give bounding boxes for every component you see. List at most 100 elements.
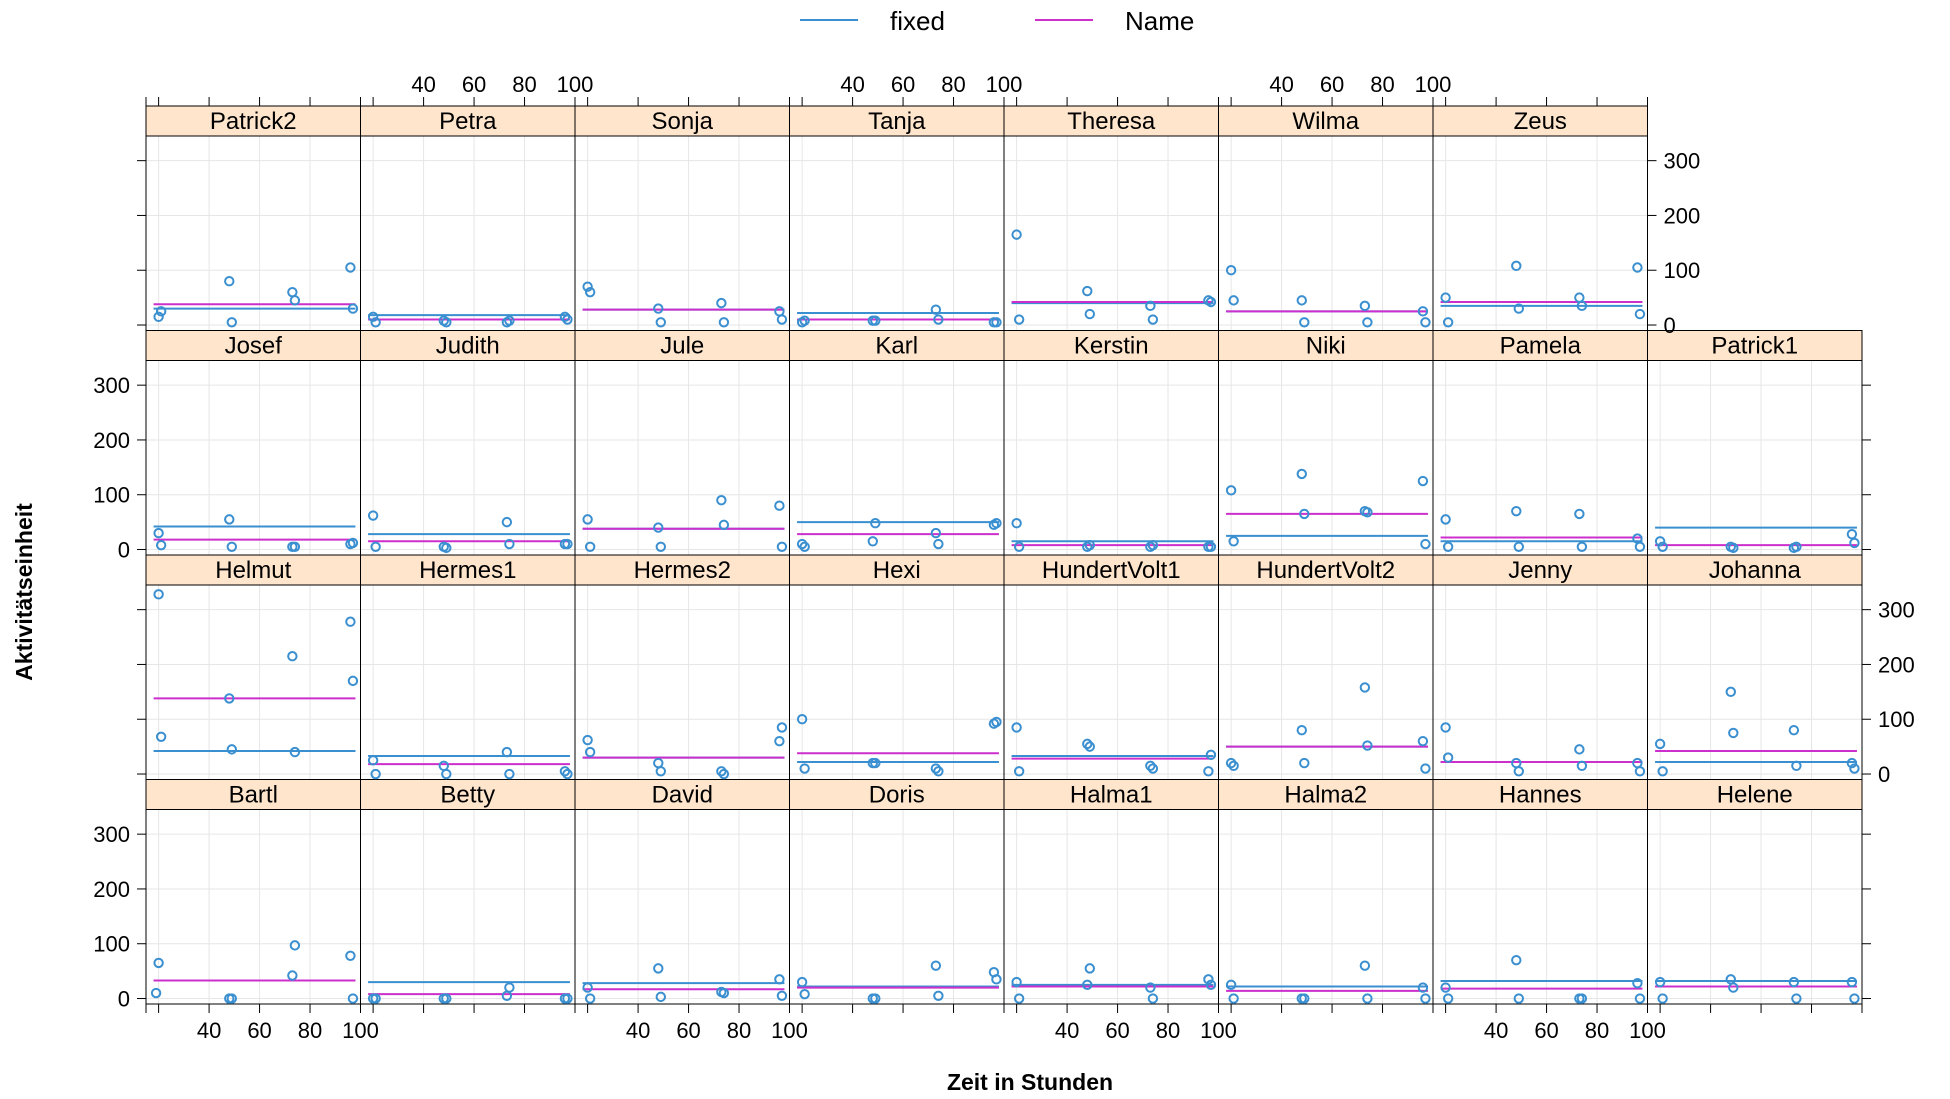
y-tick-label-left: 100 (93, 483, 130, 508)
data-point (933, 990, 944, 1001)
panel-hexi: Hexi (789, 554, 1005, 780)
x-tick-label-top: 100 (557, 72, 594, 97)
data-point (774, 306, 785, 317)
data-point (653, 963, 664, 974)
panel-title: Hannes (1499, 782, 1582, 809)
data-point (1011, 518, 1022, 529)
data-point (1145, 760, 1156, 772)
data-point (1511, 757, 1522, 769)
panel-title: Patrick2 (210, 108, 297, 135)
data-point (930, 763, 942, 774)
data-point (1417, 735, 1429, 747)
data-point (1011, 229, 1022, 240)
data-point (287, 970, 298, 981)
data-point (1440, 982, 1451, 993)
data-point (991, 716, 1002, 728)
panel-hermes2: Hermes2 (574, 554, 790, 780)
panel-title: Patrick1 (1711, 333, 1798, 360)
data-point (287, 286, 298, 298)
data-point (1511, 954, 1522, 966)
data-point (718, 768, 730, 780)
data-point (870, 518, 881, 529)
panel-hundertvolt2: HundertVolt2 (1218, 554, 1434, 780)
panel-hannes: Hannes (1432, 779, 1648, 1005)
panel-halma2: Halma2 (1218, 779, 1434, 1005)
x-tick-label-top: 80 (941, 72, 965, 97)
data-point (501, 516, 513, 528)
data-point (559, 311, 571, 323)
data-point (1849, 763, 1860, 774)
panel-frame (1218, 809, 1434, 1005)
data-point (501, 746, 513, 758)
data-point (1205, 541, 1217, 552)
panel-bartl: Bartl (145, 779, 361, 1005)
data-point (799, 988, 810, 1000)
panel-title: Halma1 (1070, 782, 1153, 809)
panel-frame (1218, 135, 1434, 331)
x-tick-label-bottom: 100 (1200, 1018, 1237, 1043)
data-point (153, 589, 164, 600)
data-point (1225, 485, 1237, 496)
data-point (799, 763, 810, 774)
panel-strip (145, 779, 361, 810)
data-point (438, 760, 449, 772)
data-point (370, 541, 381, 552)
data-point (347, 993, 359, 1004)
panel-patrick2: Patrick2 (145, 105, 361, 331)
x-tick-label-bottom: 40 (626, 1018, 650, 1043)
data-point (870, 993, 881, 1004)
data-point (1576, 760, 1588, 772)
data-point (1145, 982, 1156, 993)
data-point (1147, 314, 1159, 325)
data-point (1728, 727, 1739, 739)
data-point (1228, 993, 1239, 1004)
data-point (441, 993, 452, 1004)
panel-karl: Karl (789, 330, 1005, 556)
data-point (1576, 541, 1588, 552)
panel-title: Tanja (868, 108, 926, 135)
data-point (1788, 724, 1800, 736)
data-point (1634, 541, 1646, 552)
data-point (584, 286, 596, 298)
panel-title: Doris (869, 782, 925, 809)
data-point (1654, 536, 1666, 547)
panel-petra: Petra (360, 105, 576, 331)
y-tick-label-right: 300 (1878, 598, 1915, 623)
data-point (870, 315, 881, 326)
data-point (1728, 542, 1739, 554)
panel-johanna: Johanna (1647, 554, 1863, 780)
data-point (1511, 260, 1522, 272)
data-point (1082, 979, 1093, 991)
data-point (1632, 757, 1643, 769)
data-point (716, 495, 727, 506)
data-point (1147, 993, 1159, 1004)
data-point (347, 537, 359, 549)
panel-strip (574, 330, 790, 361)
panel-frame (145, 135, 361, 331)
panel-strip (574, 105, 790, 137)
data-point (1299, 508, 1310, 520)
data-point (370, 317, 381, 328)
data-point (870, 757, 881, 769)
data-point (1299, 317, 1310, 328)
data-point (582, 982, 593, 993)
data-point (1203, 974, 1214, 985)
data-point (584, 746, 596, 758)
data-point (504, 315, 515, 326)
panel-halma1: Halma1 (1003, 779, 1219, 1005)
data-point (1296, 295, 1307, 306)
data-point (504, 768, 515, 780)
y-axis-label: Aktivitätseinheit (11, 503, 37, 681)
x-tick-label-top: 60 (462, 72, 486, 97)
data-point (991, 317, 1002, 328)
panel-strip (1003, 330, 1219, 361)
panel-title: Sonja (652, 108, 714, 135)
panel-frame (574, 135, 790, 331)
panel-patrick1: Patrick1 (1647, 330, 1863, 556)
data-point (1634, 993, 1646, 1004)
x-tick-label-top: 40 (840, 72, 864, 97)
data-point (1657, 766, 1668, 777)
data-point (867, 536, 878, 547)
data-point (774, 974, 785, 985)
